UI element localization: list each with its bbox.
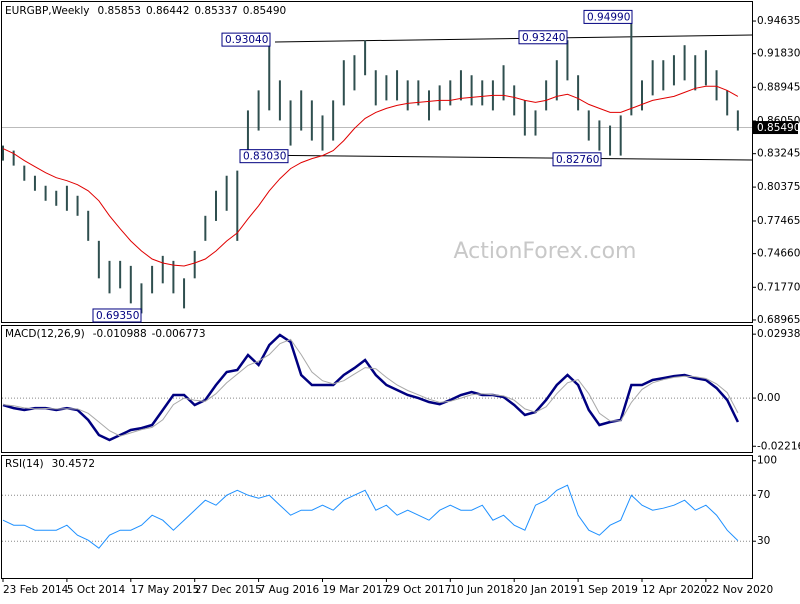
x-tick-label: 27 Dec 2015: [195, 584, 262, 596]
x-tick-label: 10 Jun 2018: [450, 584, 513, 596]
y-tick-label: 0.77465: [757, 215, 800, 227]
moving-average: [2, 85, 739, 267]
annotation-box: [221, 32, 271, 47]
annotation-label: 0.93240: [522, 32, 565, 44]
last-price-label: 0.85490: [757, 122, 800, 134]
annotation-box: [92, 308, 142, 323]
y-tick-label: 0.91830: [757, 48, 800, 60]
x-tick-label: 20 Jan 2019: [514, 584, 577, 596]
x-tick-label: 1 Sep 2019: [578, 584, 638, 596]
annotation-label: 0.82760: [556, 154, 599, 166]
annotation-box: [518, 30, 568, 45]
annotation-label: 0.93040: [225, 34, 268, 46]
y-tick-label: 30: [757, 535, 770, 547]
x-tick-label: 29 Oct 2017: [386, 584, 451, 596]
indicator-line: [2, 484, 739, 549]
x-tick-label: 22 Nov 2020: [706, 584, 773, 596]
x-tick-label: 12 Apr 2020: [642, 584, 707, 596]
indicator-line: [2, 333, 740, 442]
last-price-box: [753, 121, 798, 135]
header-value: 30.4572: [52, 458, 95, 470]
header-value: 0.85853: [98, 5, 141, 17]
y-tick-label: 70: [757, 489, 770, 501]
y-tick-label: 0.94635: [757, 15, 800, 27]
header-value: 0.86442: [146, 5, 189, 17]
y-tick-label: 0.80375: [757, 181, 800, 193]
y-tick-label: 100: [757, 455, 777, 467]
price-panel: [1, 1, 753, 323]
y-tick-label: 0.71770: [757, 281, 800, 293]
channel-bottom: [239, 154, 753, 161]
annotation-box: [583, 9, 633, 24]
plot-layer: EURGBP,Weekly 0.85853 0.86442 0.85337 0.8549…: [2, 5, 800, 596]
panel-title: EURGBP,Weekly: [5, 5, 90, 17]
x-tick-label: 7 Aug 2016: [259, 584, 320, 596]
x-tick-label: 23 Feb 2014: [3, 584, 69, 596]
annotation-label: 0.69350: [96, 310, 139, 322]
rsi-panel: [1, 455, 753, 579]
y-tick-label: -0.022161: [757, 440, 800, 452]
y-tick-label: 0.68965: [757, 314, 800, 326]
annotation-label: 0.83030: [243, 151, 286, 163]
macd-panel: [1, 325, 753, 453]
x-tick-label: 5 Oct 2014: [67, 584, 126, 596]
annotation-box: [239, 149, 289, 164]
annotation-box: [552, 152, 602, 167]
y-tick-label: 0.88945: [757, 81, 800, 93]
watermark: ActionForex.com: [454, 239, 637, 264]
panel-title: MACD(12,26,9): [5, 328, 85, 340]
x-tick-label: 17 May 2015: [131, 584, 199, 596]
panel-header: RSI(14) 30.4572: [5, 458, 95, 470]
y-tick-label: 0.74660: [757, 248, 800, 260]
indicator-line: [2, 338, 739, 437]
y-tick-label: 0.83245: [757, 148, 800, 160]
header-value: -0.006773: [152, 328, 206, 340]
annotation-label: 0.94990: [587, 11, 630, 23]
x-tick-label: 19 Mar 2017: [323, 584, 390, 596]
header-value: 0.85490: [243, 5, 286, 17]
panel-header: EURGBP,Weekly 0.85853 0.86442 0.85337 0.8549…: [5, 5, 286, 17]
panel-header: MACD(12,26,9) -0.010988 -0.006773: [5, 328, 206, 340]
header-value: 0.85337: [194, 5, 237, 17]
channel-top: [274, 34, 753, 43]
panel-title: RSI(14): [5, 458, 44, 470]
header-value: -0.010988: [93, 328, 147, 340]
y-tick-label: 0.029387: [757, 328, 800, 340]
y-tick-label: 0.00: [757, 392, 780, 404]
